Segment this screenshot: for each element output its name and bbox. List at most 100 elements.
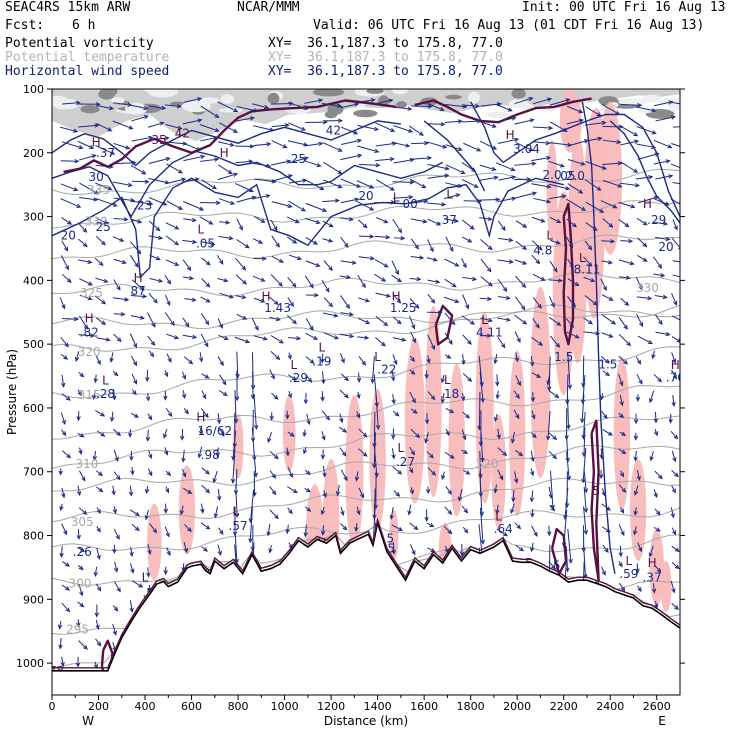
wind-vector [234, 527, 238, 563]
wind-vector [533, 197, 551, 203]
wind-vector-head [79, 602, 85, 608]
wind-vector [441, 471, 445, 480]
wind-vector-head [78, 565, 84, 571]
wind-vector-head [511, 497, 516, 503]
wind-vector-head [611, 320, 617, 325]
wind-vector-head [148, 201, 154, 206]
wind-vector-head [336, 103, 343, 108]
wind-vector [515, 220, 527, 228]
wind-vector [217, 544, 222, 556]
wind-vector [147, 312, 156, 327]
wind-vector-head [637, 102, 643, 108]
wind-vector-head [262, 336, 268, 341]
wind-vector [497, 447, 507, 456]
wind-vector-head [495, 197, 501, 202]
wind-vector [200, 333, 209, 347]
wind-vector [217, 318, 223, 329]
wind-vector [323, 297, 333, 307]
wind-vector-head [463, 528, 469, 534]
wind-vector [391, 274, 402, 282]
wind-vector-head [574, 281, 580, 287]
wind-vector [129, 509, 140, 516]
wind-vector [427, 391, 435, 400]
wind-vector [340, 373, 349, 381]
wind-vector-head [129, 456, 134, 462]
wind-vector [637, 196, 659, 204]
wind-vector [619, 394, 623, 406]
wind-vector-head [191, 297, 197, 302]
wind-vector-head [487, 317, 493, 323]
wind-vector-head [105, 337, 111, 342]
wind-vector-head [212, 478, 217, 484]
wind-vector [95, 317, 106, 325]
wind-vector [462, 334, 472, 345]
wind-vector-head [353, 130, 359, 135]
wind-vector-head [200, 154, 206, 160]
wind-vector-head [234, 396, 240, 402]
wind-vector-head [314, 292, 320, 298]
wind-vector [113, 258, 126, 264]
wind-vector [199, 124, 219, 132]
theta-contour-label: 335 [87, 183, 110, 197]
wind-vector-head [565, 98, 571, 103]
wind-vector-head [144, 515, 150, 521]
wind-contour-label: .76 [666, 370, 685, 384]
wind-vector [408, 504, 412, 515]
wind-vector-head [158, 278, 164, 283]
wind-vector-head [407, 510, 412, 516]
wind-vector [269, 450, 279, 460]
wind-vector [95, 583, 101, 591]
wind-vector [95, 355, 101, 365]
wind-vector-head [411, 338, 416, 344]
wind-vector [339, 413, 343, 423]
theta-contour [52, 477, 680, 523]
wind-vector [339, 447, 347, 456]
wind-vector-head [409, 468, 414, 474]
wind-vector [375, 122, 395, 132]
wind-vector [531, 254, 540, 264]
wind-vector [129, 485, 132, 496]
wind-vector-head [166, 279, 172, 285]
wind-vector-head [112, 395, 117, 401]
wind-vector [392, 293, 401, 304]
wind-vector-head [535, 323, 540, 329]
wind-vector [217, 413, 220, 424]
wind-vector [271, 201, 292, 208]
wind-vector-head [187, 489, 193, 494]
wind-vector-head [415, 433, 421, 439]
wind-vector-head [260, 218, 266, 223]
wind-vector [671, 315, 680, 321]
wind-vector [339, 389, 349, 398]
wind-vector-head [454, 262, 460, 267]
wind-vector [95, 235, 106, 246]
y-tick-label: 400 [23, 274, 44, 287]
wind-vector-head [342, 525, 348, 531]
wind-vector [287, 431, 295, 437]
wind-vector-head [508, 259, 514, 264]
wind-vector-head [552, 454, 557, 460]
wind-vector [201, 503, 204, 513]
wind-vector-head [245, 339, 251, 344]
wind-vector-head [165, 532, 170, 538]
wind-vector [78, 507, 87, 515]
wind-vector [61, 450, 71, 459]
wind-vector [77, 222, 87, 233]
wind-vector [182, 334, 197, 338]
wind-vector-head [268, 548, 273, 554]
wind-vector-head [234, 512, 240, 518]
wind-vector-head [348, 312, 355, 317]
wind-vector [602, 429, 613, 436]
wind-vector-head [607, 260, 614, 265]
wind-vector [462, 526, 469, 533]
wind-vector [288, 200, 306, 212]
wind-contour-label: .05 [556, 169, 575, 183]
wind-vector-head [305, 470, 311, 476]
wind-vector-head [181, 393, 187, 400]
wind-vector [340, 236, 349, 248]
wind-vector-head [322, 207, 328, 212]
wind-vector-head [370, 378, 375, 384]
extremum-marker: L [291, 358, 298, 372]
wind-vector-head [134, 511, 140, 517]
wind-vector-head [391, 434, 396, 440]
wind-vector-head [109, 417, 115, 423]
